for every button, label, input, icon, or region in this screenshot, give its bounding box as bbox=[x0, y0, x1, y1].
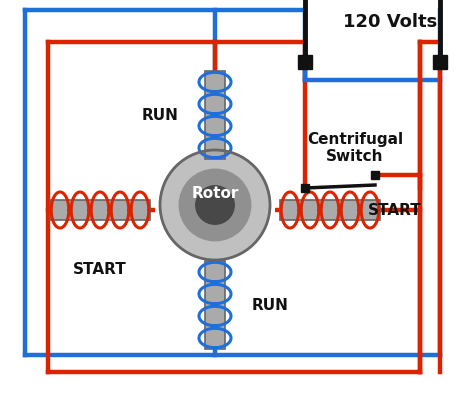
Text: RUN: RUN bbox=[252, 297, 289, 312]
Bar bbox=[301, 184, 309, 192]
Text: 120 Volts: 120 Volts bbox=[343, 13, 437, 31]
Text: Centrifugal
Switch: Centrifugal Switch bbox=[307, 132, 403, 164]
FancyBboxPatch shape bbox=[50, 200, 150, 220]
Circle shape bbox=[160, 150, 270, 260]
Text: Rotor: Rotor bbox=[191, 186, 239, 201]
FancyBboxPatch shape bbox=[155, 145, 275, 265]
FancyBboxPatch shape bbox=[205, 71, 225, 159]
Bar bbox=[298, 55, 312, 69]
Bar bbox=[371, 171, 379, 179]
Circle shape bbox=[179, 169, 251, 241]
FancyBboxPatch shape bbox=[205, 261, 225, 349]
Text: START: START bbox=[73, 263, 127, 278]
FancyBboxPatch shape bbox=[280, 200, 380, 220]
Bar bbox=[433, 55, 447, 69]
Text: RUN: RUN bbox=[142, 107, 178, 122]
Circle shape bbox=[196, 186, 234, 224]
Text: START: START bbox=[368, 203, 422, 218]
